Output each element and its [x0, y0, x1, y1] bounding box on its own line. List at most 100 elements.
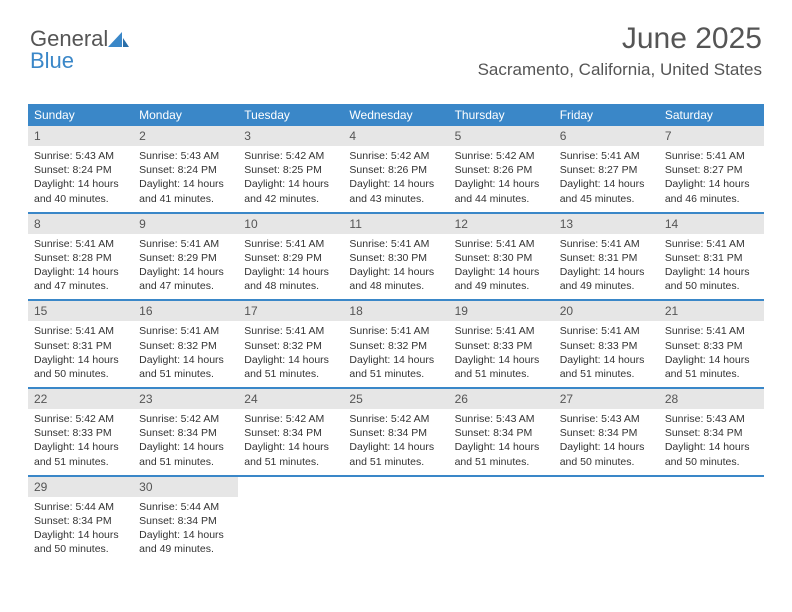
sunset-value: 8:34 PM [493, 427, 532, 439]
calendar-cell: 18Sunrise: 5:41 AMSunset: 8:32 PMDayligh… [343, 301, 448, 387]
sunset-label: Sunset: [244, 427, 283, 439]
sunrise-label: Sunrise: [349, 325, 390, 337]
calendar-cell: 4Sunrise: 5:42 AMSunset: 8:26 PMDaylight… [343, 126, 448, 212]
day-number: 22 [28, 389, 133, 409]
day-number: 26 [449, 389, 554, 409]
day-number: 16 [133, 301, 238, 321]
sunrise-label: Sunrise: [560, 413, 601, 425]
calendar-cell: 6Sunrise: 5:41 AMSunset: 8:27 PMDaylight… [554, 126, 659, 212]
sunrise-value: 5:42 AM [286, 150, 325, 162]
daylight-label: Daylight: [560, 441, 604, 453]
calendar-cell: .. [238, 477, 343, 563]
sunrise-value: 5:41 AM [706, 238, 745, 250]
daylight-label: Daylight: [34, 354, 78, 366]
calendar-cell: 14Sunrise: 5:41 AMSunset: 8:31 PMDayligh… [659, 214, 764, 300]
sunset-label: Sunset: [349, 164, 388, 176]
sunrise-label: Sunrise: [349, 413, 390, 425]
calendar-cell: 23Sunrise: 5:42 AMSunset: 8:34 PMDayligh… [133, 389, 238, 475]
day-info: Sunrise: 5:41 AMSunset: 8:29 PMDaylight:… [133, 234, 238, 294]
sunrise-value: 5:42 AM [75, 413, 114, 425]
week-row: 8Sunrise: 5:41 AMSunset: 8:28 PMDaylight… [28, 214, 764, 302]
day-number: 3 [238, 126, 343, 146]
day-info: Sunrise: 5:42 AMSunset: 8:33 PMDaylight:… [28, 409, 133, 469]
sunset-label: Sunset: [34, 515, 73, 527]
sunrise-label: Sunrise: [34, 238, 75, 250]
sunset-label: Sunset: [455, 164, 494, 176]
daylight-label: Daylight: [349, 266, 393, 278]
sunrise-value: 5:42 AM [181, 413, 220, 425]
calendar-cell: 15Sunrise: 5:41 AMSunset: 8:31 PMDayligh… [28, 301, 133, 387]
day-number: 9 [133, 214, 238, 234]
sunrise-label: Sunrise: [665, 325, 706, 337]
sunrise-value: 5:44 AM [75, 501, 114, 513]
sunrise-label: Sunrise: [139, 238, 180, 250]
sunrise-value: 5:43 AM [496, 413, 535, 425]
sunrise-value: 5:42 AM [286, 413, 325, 425]
daylight-label: Daylight: [455, 441, 499, 453]
day-number: 7 [659, 126, 764, 146]
sunrise-value: 5:41 AM [75, 325, 114, 337]
calendar-grid: SundayMondayTuesdayWednesdayThursdayFrid… [28, 104, 764, 562]
sunset-value: 8:32 PM [283, 340, 322, 352]
sunset-value: 8:34 PM [283, 427, 322, 439]
day-number: 11 [343, 214, 448, 234]
day-info: Sunrise: 5:41 AMSunset: 8:31 PMDaylight:… [659, 234, 764, 294]
sunset-label: Sunset: [139, 427, 178, 439]
sunset-label: Sunset: [349, 427, 388, 439]
week-row: 15Sunrise: 5:41 AMSunset: 8:31 PMDayligh… [28, 301, 764, 389]
sunrise-value: 5:41 AM [706, 325, 745, 337]
week-row: 29Sunrise: 5:44 AMSunset: 8:34 PMDayligh… [28, 477, 764, 563]
sunrise-value: 5:41 AM [286, 238, 325, 250]
sunset-value: 8:33 PM [598, 340, 637, 352]
sunrise-value: 5:43 AM [181, 150, 220, 162]
sunset-label: Sunset: [455, 252, 494, 264]
day-number: 18 [343, 301, 448, 321]
sunrise-label: Sunrise: [349, 150, 390, 162]
day-number: 15 [28, 301, 133, 321]
daylight-label: Daylight: [560, 354, 604, 366]
sunset-value: 8:33 PM [73, 427, 112, 439]
sunrise-value: 5:41 AM [181, 238, 220, 250]
sunset-value: 8:31 PM [703, 252, 742, 264]
day-number: 29 [28, 477, 133, 497]
daylight-label: Daylight: [349, 178, 393, 190]
calendar-cell: 25Sunrise: 5:42 AMSunset: 8:34 PMDayligh… [343, 389, 448, 475]
daylight-label: Daylight: [455, 178, 499, 190]
sunrise-label: Sunrise: [139, 413, 180, 425]
calendar-cell: 2Sunrise: 5:43 AMSunset: 8:24 PMDaylight… [133, 126, 238, 212]
sunset-label: Sunset: [34, 427, 73, 439]
sunrise-value: 5:41 AM [601, 238, 640, 250]
sunrise-label: Sunrise: [665, 150, 706, 162]
daylight-label: Daylight: [244, 354, 288, 366]
daylight-label: Daylight: [665, 266, 709, 278]
daylight-label: Daylight: [34, 178, 78, 190]
day-info: Sunrise: 5:41 AMSunset: 8:33 PMDaylight:… [659, 321, 764, 381]
sunset-value: 8:27 PM [703, 164, 742, 176]
sunrise-label: Sunrise: [455, 325, 496, 337]
day-number: 13 [554, 214, 659, 234]
day-info: Sunrise: 5:43 AMSunset: 8:34 PMDaylight:… [554, 409, 659, 469]
sunset-label: Sunset: [560, 252, 599, 264]
sunset-value: 8:29 PM [283, 252, 322, 264]
day-info: Sunrise: 5:43 AMSunset: 8:34 PMDaylight:… [659, 409, 764, 469]
day-number: 5 [449, 126, 554, 146]
sunset-label: Sunset: [560, 164, 599, 176]
sunset-label: Sunset: [34, 164, 73, 176]
calendar-cell: 13Sunrise: 5:41 AMSunset: 8:31 PMDayligh… [554, 214, 659, 300]
sunset-value: 8:26 PM [493, 164, 532, 176]
sunset-label: Sunset: [34, 340, 73, 352]
day-info: Sunrise: 5:42 AMSunset: 8:34 PMDaylight:… [238, 409, 343, 469]
daylight-label: Daylight: [244, 266, 288, 278]
day-number: 21 [659, 301, 764, 321]
sunset-value: 8:34 PM [598, 427, 637, 439]
calendar-cell: .. [554, 477, 659, 563]
sunset-label: Sunset: [34, 252, 73, 264]
day-info: Sunrise: 5:42 AMSunset: 8:25 PMDaylight:… [238, 146, 343, 206]
day-info: Sunrise: 5:44 AMSunset: 8:34 PMDaylight:… [133, 497, 238, 557]
day-number: 4 [343, 126, 448, 146]
week-row: 22Sunrise: 5:42 AMSunset: 8:33 PMDayligh… [28, 389, 764, 477]
sunrise-value: 5:42 AM [391, 150, 430, 162]
sunrise-label: Sunrise: [455, 238, 496, 250]
sunset-value: 8:33 PM [493, 340, 532, 352]
day-header: Tuesday [238, 104, 343, 126]
